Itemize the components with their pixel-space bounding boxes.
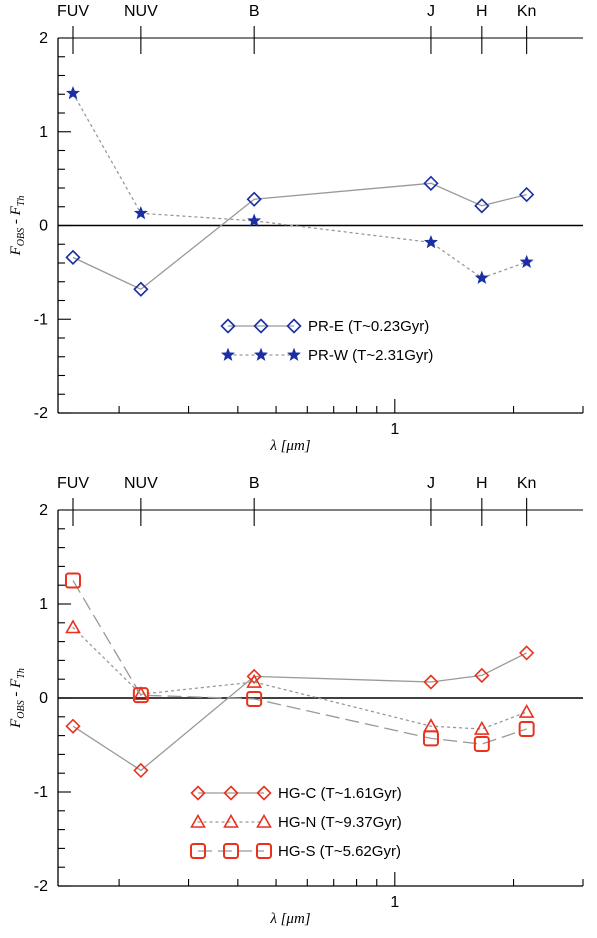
series-1-point-4 bbox=[423, 674, 439, 690]
legend-marker-2 bbox=[221, 347, 235, 361]
y-tick-label: 2 bbox=[39, 502, 48, 519]
series-line-2 bbox=[72, 92, 528, 279]
y-title-separator: - bbox=[8, 215, 24, 228]
series-2-point-6 bbox=[518, 703, 535, 718]
band-label-fuv: FUV bbox=[57, 3, 89, 20]
legend-marker-3 bbox=[223, 843, 239, 859]
y-title-subscript-0: OBS bbox=[16, 228, 27, 246]
legend-marker-1 bbox=[256, 785, 272, 801]
y-tick-label: 0 bbox=[39, 218, 48, 235]
series-2-point-2 bbox=[133, 205, 148, 220]
legend-marker-2 bbox=[254, 347, 268, 361]
y-axis-title: FOBS - FTh bbox=[8, 668, 27, 729]
series-line-1 bbox=[72, 182, 527, 291]
y-tick-label: 1 bbox=[39, 124, 48, 141]
x-axis-title: λ [μm] bbox=[269, 911, 310, 927]
series-3-point-3 bbox=[246, 690, 263, 707]
legend-marker-1 bbox=[220, 318, 236, 334]
band-label-h: H bbox=[476, 475, 488, 492]
y-axis-title: FOBS - FTh bbox=[8, 196, 27, 257]
series-line-1 bbox=[72, 652, 527, 772]
series-2-point-6 bbox=[519, 254, 534, 268]
y-tick-label: -2 bbox=[34, 878, 48, 895]
series-1-point-6 bbox=[519, 186, 535, 203]
y-title-subscript-0: OBS bbox=[16, 700, 27, 718]
legend-label-2: HG-N (T~9.37Gyr) bbox=[278, 814, 402, 831]
series-3-point-5 bbox=[473, 736, 490, 753]
series-1-point-4 bbox=[423, 175, 439, 191]
series-1-point-2 bbox=[133, 281, 149, 297]
legend-label-1: PR-E (T~0.23Gyr) bbox=[308, 318, 429, 335]
y-title-part-0: F bbox=[8, 245, 24, 256]
legend-marker-2 bbox=[190, 813, 206, 828]
x-tick-label: 1 bbox=[390, 421, 399, 438]
legend-marker-1 bbox=[190, 785, 206, 801]
band-label-j: J bbox=[427, 3, 435, 20]
y-title-separator: - bbox=[8, 688, 24, 701]
series-1-point-2 bbox=[133, 762, 149, 779]
band-label-b: B bbox=[249, 475, 260, 492]
legend-label-3: HG-S (T~5.62Gyr) bbox=[278, 843, 401, 860]
y-tick-label: 1 bbox=[39, 596, 48, 613]
band-label-kn: Kn bbox=[517, 3, 537, 20]
series-1-point-3 bbox=[246, 668, 262, 685]
series-2-point-4 bbox=[423, 235, 438, 249]
x-axis-title: λ [μm] bbox=[269, 438, 310, 454]
legend-marker-2 bbox=[287, 347, 301, 361]
series-2-point-1 bbox=[65, 619, 81, 634]
band-label-kn: Kn bbox=[517, 475, 537, 492]
series-2-point-5 bbox=[474, 270, 489, 284]
series-1-point-5 bbox=[474, 198, 490, 214]
series-2-point-3 bbox=[246, 673, 263, 688]
series-line-3 bbox=[72, 580, 527, 745]
legend-marker-1 bbox=[286, 318, 302, 334]
legend-label-2: PR-W (T~2.31Gyr) bbox=[308, 347, 433, 364]
band-label-fuv: FUV bbox=[57, 475, 89, 492]
legend-marker-3 bbox=[256, 843, 272, 859]
y-tick-label: 2 bbox=[39, 30, 48, 47]
band-label-j: J bbox=[427, 475, 435, 492]
series-2-point-2 bbox=[132, 686, 149, 701]
y-title-subscript-1: Th bbox=[16, 668, 27, 679]
y-title-subscript-1: Th bbox=[16, 196, 27, 207]
series-2-point-3 bbox=[247, 213, 262, 227]
y-tick-label: 0 bbox=[39, 690, 48, 707]
legend-marker-1 bbox=[223, 785, 239, 801]
series-1-point-1 bbox=[65, 718, 81, 734]
y-title-part-1: F bbox=[8, 205, 24, 216]
legend-label-1: HG-C (T~1.61Gyr) bbox=[278, 785, 402, 802]
series-3-point-6 bbox=[518, 721, 535, 738]
y-tick-label: -1 bbox=[34, 311, 48, 328]
series-3-point-4 bbox=[422, 730, 439, 747]
series-1-point-6 bbox=[519, 645, 535, 661]
series-1-point-5 bbox=[474, 667, 490, 684]
series-2-point-1 bbox=[66, 85, 80, 100]
legend-marker-3 bbox=[190, 843, 206, 859]
series-3-point-1 bbox=[64, 572, 81, 589]
y-title-part-0: F bbox=[8, 718, 24, 729]
x-tick-label: 1 bbox=[390, 894, 399, 911]
legend-marker-1 bbox=[253, 318, 269, 334]
legend-marker-2 bbox=[256, 813, 272, 828]
series-2-point-4 bbox=[423, 718, 439, 733]
series-2-point-5 bbox=[473, 720, 490, 735]
series-line-2 bbox=[72, 626, 528, 730]
band-label-b: B bbox=[249, 3, 260, 20]
band-label-nuv: NUV bbox=[124, 475, 158, 492]
y-title-part-1: F bbox=[8, 678, 24, 689]
series-1-point-1 bbox=[65, 249, 81, 266]
band-label-nuv: NUV bbox=[124, 3, 158, 20]
series-1-point-3 bbox=[246, 191, 262, 207]
y-tick-label: -2 bbox=[34, 405, 48, 422]
band-label-h: H bbox=[476, 3, 488, 20]
series-3-point-2 bbox=[132, 687, 149, 704]
y-tick-label: -1 bbox=[34, 784, 48, 801]
legend-marker-2 bbox=[223, 813, 239, 828]
